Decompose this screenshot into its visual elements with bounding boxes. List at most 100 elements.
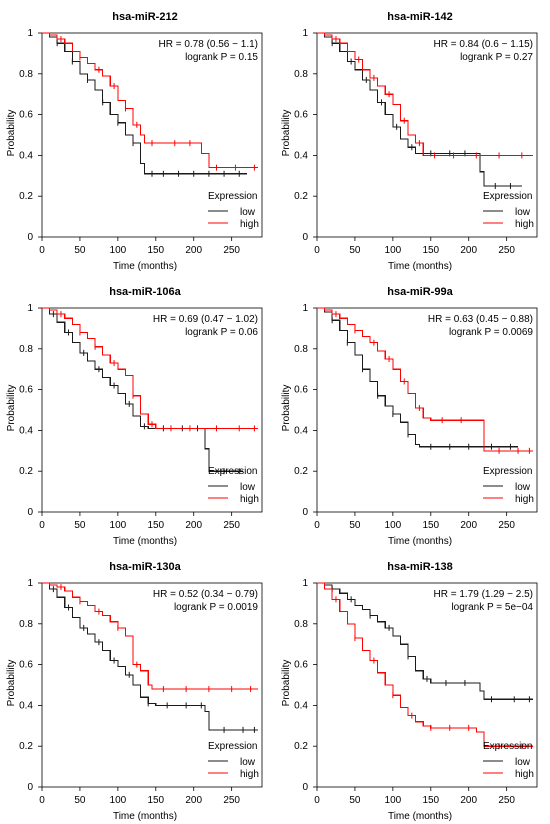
- x-tick-label: 150: [422, 795, 439, 806]
- km-curve-low: [317, 582, 534, 700]
- chart-title: hsa-miR-130a: [109, 561, 181, 573]
- chart-svg: hsa-miR-130a 0 50 100 150 200 250 0 0.2 0.4 0.6 0.…: [6, 561, 263, 822]
- legend-low-label: low: [515, 757, 531, 768]
- y-axis-label: Probability: [281, 110, 292, 157]
- legend-title: Expression: [483, 741, 532, 752]
- km-curve-high: [317, 307, 534, 452]
- y-tick-label: 0.4: [19, 150, 33, 161]
- x-tick-label: 100: [385, 245, 402, 256]
- y-tick-label: 0.4: [294, 150, 308, 161]
- legend-high-label: high: [240, 219, 259, 230]
- legend-low-label: low: [240, 207, 256, 218]
- y-tick-label: 0: [302, 507, 308, 518]
- y-tick-label: 0.8: [19, 69, 33, 80]
- legend-high-label: high: [515, 769, 534, 780]
- hr-text: HR = 0.84 (0.6 − 1.15): [433, 39, 533, 50]
- y-tick-label: 0.8: [19, 344, 33, 355]
- chart-title: hsa-miR-142: [387, 11, 452, 23]
- x-tick-label: 0: [39, 795, 45, 806]
- km-curve-high: [42, 582, 259, 690]
- y-axis-label: Probability: [281, 385, 292, 432]
- y-tick-label: 0.8: [294, 619, 308, 630]
- x-axis-label: Time (months): [388, 536, 452, 547]
- logrank-text: logrank P = 0.15: [185, 52, 258, 63]
- y-axis-label: Probability: [6, 110, 17, 157]
- legend-title: Expression: [208, 466, 257, 477]
- y-tick-label: 0.8: [294, 69, 308, 80]
- plot-layer: 0 50 100 150 200 250 0 0.2 0.4 0.6 0.8 1: [294, 578, 538, 806]
- legend-low-label: low: [240, 757, 256, 768]
- y-tick-label: 1: [302, 303, 308, 314]
- y-tick-label: 0.4: [294, 425, 308, 436]
- plot-layer: 0 50 100 150 200 250 0 0.2 0.4 0.6 0.8 1: [19, 28, 263, 256]
- y-axis-label: Probability: [6, 660, 17, 707]
- y-tick-label: 0: [27, 507, 33, 518]
- plot-layer: 0 50 100 150 200 250 0 0.2 0.4 0.6 0.8 1: [294, 303, 538, 531]
- chart-panel-3: hsa-miR-106a 0 50 100 150 200 250 0 0.2 0.4 0.6 0.…: [0, 275, 275, 549]
- km-curve-high: [42, 307, 259, 429]
- x-tick-label: 150: [147, 795, 164, 806]
- x-tick-label: 0: [314, 795, 320, 806]
- plot-layer: 0 50 100 150 200 250 0 0.2 0.4 0.6 0.8 1: [19, 578, 263, 806]
- y-tick-label: 0.2: [19, 191, 33, 202]
- chart-svg: hsa-miR-212 0 50 100 150 200 250 0 0.2 0.4 0.6 0.8…: [6, 11, 263, 272]
- y-tick-label: 0.6: [294, 660, 308, 671]
- chart-svg: hsa-miR-99a 0 50 100 150 200 250 0 0.2 0.4 0.6 0.8…: [281, 286, 538, 547]
- chart-panel-6: hsa-miR-138 0 50 100 150 200 250 0 0.2 0.4 0.6 0.8…: [275, 550, 550, 824]
- chart-title: hsa-miR-99a: [387, 286, 453, 298]
- chart-svg: hsa-miR-138 0 50 100 150 200 250 0 0.2 0.4 0.6 0.8…: [281, 561, 538, 822]
- plot-frame: [41, 32, 263, 238]
- hr-text: HR = 0.52 (0.34 − 0.79): [153, 589, 258, 600]
- x-tick-label: 0: [39, 520, 45, 531]
- x-tick-label: 0: [39, 245, 45, 256]
- plot-layer: 0 50 100 150 200 250 0 0.2 0.4 0.6 0.8 1: [19, 303, 263, 531]
- legend-high-label: high: [515, 494, 534, 505]
- legend-title: Expression: [483, 191, 532, 202]
- x-tick-label: 250: [223, 795, 240, 806]
- plot-frame: [41, 582, 263, 788]
- x-tick-label: 50: [74, 520, 86, 531]
- legend-low-label: low: [240, 482, 256, 493]
- logrank-text: logrank P = 0.06: [185, 327, 258, 338]
- logrank-text: logrank P = 5e−04: [451, 602, 533, 613]
- x-tick-label: 200: [185, 245, 202, 256]
- x-tick-label: 50: [349, 245, 361, 256]
- y-tick-label: 0.2: [19, 466, 33, 477]
- chart-title: hsa-miR-138: [387, 561, 452, 573]
- legend-high-label: high: [515, 219, 534, 230]
- logrank-text: logrank P = 0.0069: [449, 327, 533, 338]
- y-tick-label: 1: [27, 28, 33, 39]
- legend-title: Expression: [483, 466, 532, 477]
- x-tick-label: 100: [385, 520, 402, 531]
- y-tick-label: 0: [302, 782, 308, 793]
- y-tick-label: 0.2: [294, 741, 308, 752]
- legend-high-label: high: [240, 769, 259, 780]
- x-axis-label: Time (months): [113, 536, 177, 547]
- km-curve-low: [42, 32, 247, 175]
- y-tick-label: 0: [27, 232, 33, 243]
- legend-title: Expression: [208, 741, 257, 752]
- plot-layer: 0 50 100 150 200 250 0 0.2 0.4 0.6 0.8 1: [294, 28, 538, 256]
- y-tick-label: 0.6: [19, 660, 33, 671]
- chart-title: hsa-miR-212: [112, 11, 177, 23]
- y-axis-label: Probability: [6, 385, 17, 432]
- chart-svg: hsa-miR-106a 0 50 100 150 200 250 0 0.2 0.4 0.6 0.…: [6, 286, 263, 547]
- legend-low-label: low: [515, 207, 531, 218]
- x-tick-label: 200: [460, 795, 477, 806]
- y-tick-label: 1: [27, 578, 33, 589]
- y-tick-label: 0.4: [19, 700, 33, 711]
- x-tick-label: 50: [349, 795, 361, 806]
- hr-text: HR = 1.79 (1.29 − 2.5): [433, 589, 533, 600]
- x-tick-label: 250: [223, 245, 240, 256]
- y-axis-label: Probability: [281, 660, 292, 707]
- x-tick-label: 200: [185, 795, 202, 806]
- km-curve-low: [317, 307, 519, 448]
- x-tick-label: 200: [185, 520, 202, 531]
- x-axis-label: Time (months): [113, 261, 177, 272]
- x-tick-label: 150: [147, 245, 164, 256]
- y-tick-label: 0.2: [294, 466, 308, 477]
- x-tick-label: 0: [314, 520, 320, 531]
- y-tick-label: 1: [302, 578, 308, 589]
- y-tick-label: 0.4: [19, 425, 33, 436]
